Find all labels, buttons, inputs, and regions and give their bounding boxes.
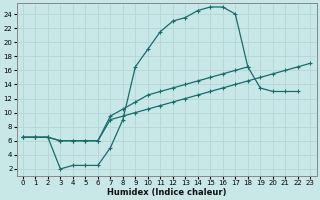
X-axis label: Humidex (Indice chaleur): Humidex (Indice chaleur) xyxy=(107,188,226,197)
